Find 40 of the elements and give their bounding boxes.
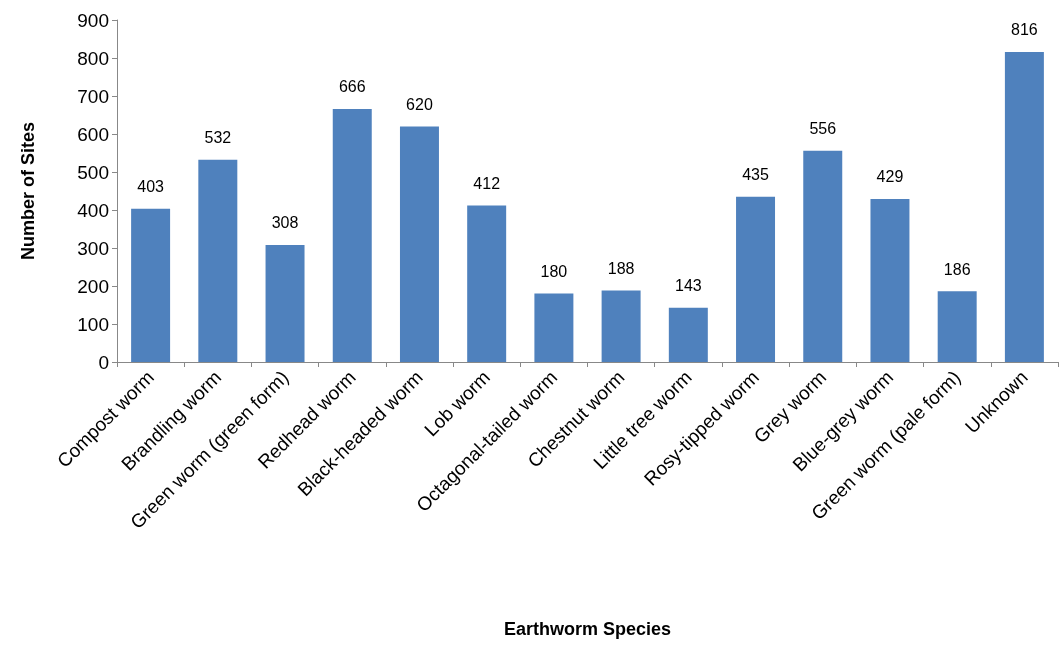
y-tick-label: 500 xyxy=(77,161,109,183)
bar xyxy=(870,198,910,362)
data-label: 429 xyxy=(876,168,904,186)
bar xyxy=(668,307,708,362)
data-label: 435 xyxy=(742,166,769,184)
data-label: 180 xyxy=(540,263,568,281)
bar xyxy=(399,126,439,362)
data-label: 188 xyxy=(607,260,635,278)
bar xyxy=(265,244,305,362)
bar xyxy=(937,291,977,362)
y-tick-label: 100 xyxy=(77,313,109,335)
bar xyxy=(803,150,843,362)
y-tick-label: 0 xyxy=(98,351,109,373)
y-tick-label: 800 xyxy=(77,47,109,69)
data-label: 666 xyxy=(338,78,366,96)
bar xyxy=(1004,51,1044,362)
bar xyxy=(332,108,372,362)
data-label: 186 xyxy=(943,260,971,278)
y-tick-label: 300 xyxy=(77,237,109,259)
y-tick-label: 600 xyxy=(77,123,109,145)
bar xyxy=(198,159,238,362)
data-label: 816 xyxy=(1011,21,1038,39)
y-tick-label: 400 xyxy=(77,199,109,221)
data-label: 403 xyxy=(137,178,165,196)
x-axis-title: Earthworm Species xyxy=(503,619,672,639)
data-label: 556 xyxy=(809,120,837,138)
y-axis-title: Number of Sites xyxy=(18,121,38,261)
data-label: 143 xyxy=(674,277,702,295)
y-tick-label: 900 xyxy=(77,9,109,31)
data-label: 532 xyxy=(204,129,232,147)
bar xyxy=(534,293,574,362)
data-label: 412 xyxy=(473,174,501,192)
data-label: 620 xyxy=(406,95,433,113)
bar xyxy=(131,208,171,362)
bar xyxy=(467,205,507,362)
data-label: 308 xyxy=(271,214,299,232)
y-tick-label: 200 xyxy=(77,275,109,297)
y-tick-label: 700 xyxy=(77,85,109,107)
bar xyxy=(736,196,776,362)
bar xyxy=(601,290,641,362)
